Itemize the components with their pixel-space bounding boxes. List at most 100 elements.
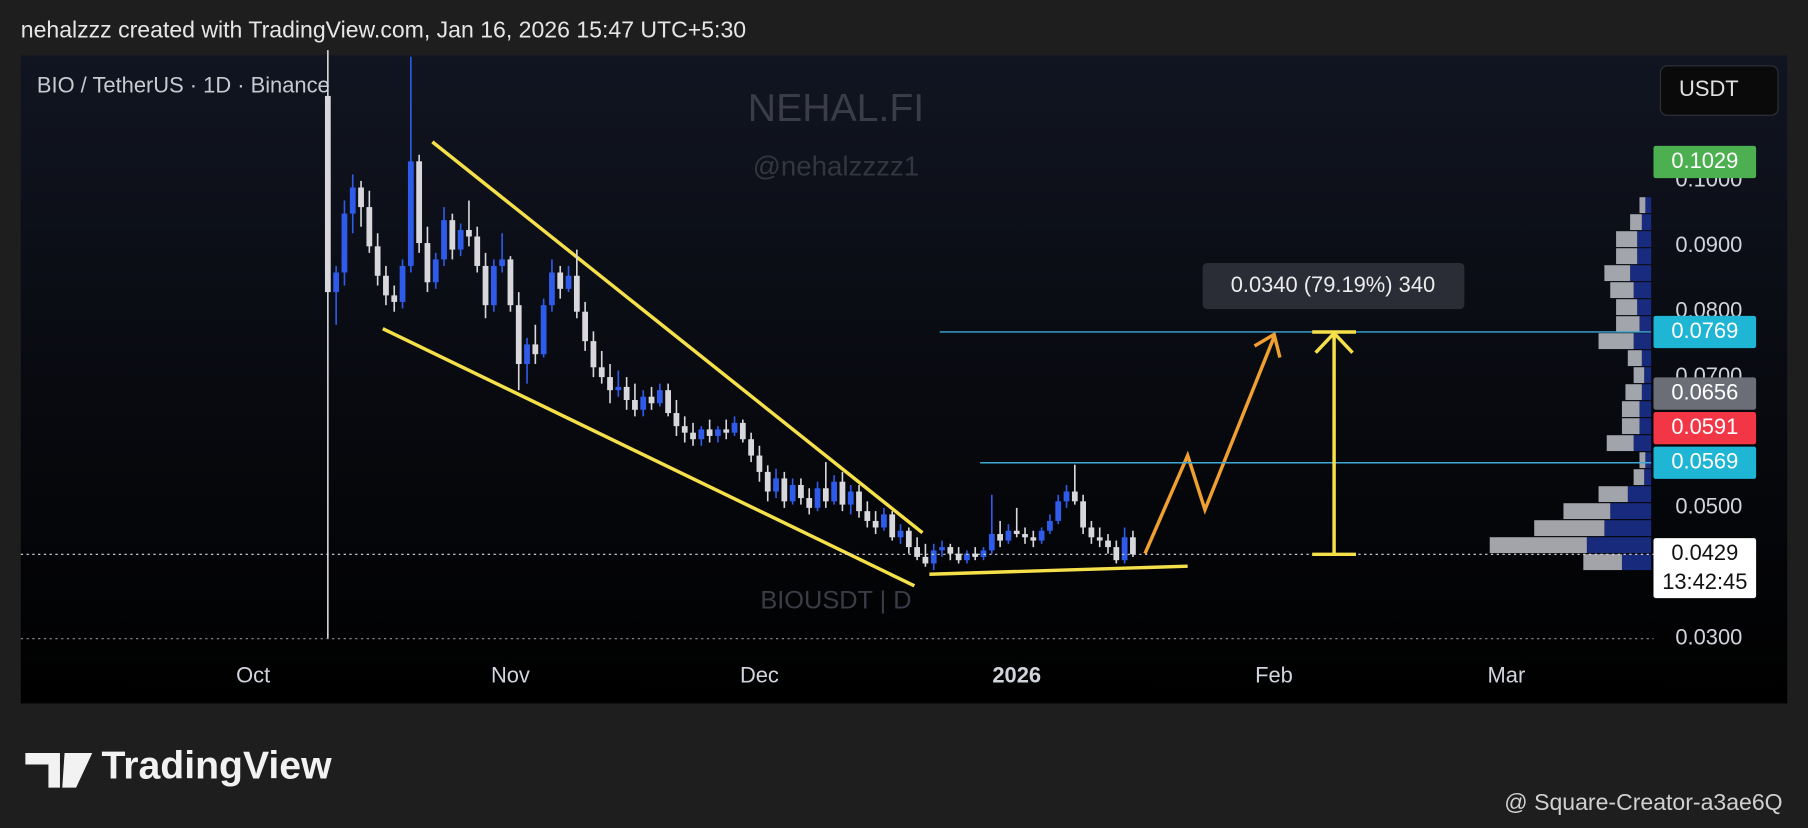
candle-body: [640, 396, 647, 410]
candle-body: [507, 259, 514, 306]
candle-body: [739, 422, 746, 440]
candle-body: [449, 220, 456, 250]
trendline: [431, 140, 924, 535]
profile-up: [1637, 231, 1652, 248]
footer: TradingView @ Square-Creator-a3ae6Q: [25, 744, 1783, 815]
candle-body: [374, 246, 381, 276]
price-label: 0.0569: [1671, 449, 1738, 474]
currency-button[interactable]: [1659, 65, 1779, 116]
candle-body: [474, 236, 481, 266]
profile-up: [1641, 384, 1652, 401]
price-label: 0.0591: [1671, 414, 1738, 439]
countdown: 13:42:45: [1662, 569, 1747, 594]
y-tick-label: 0.0500: [1675, 494, 1742, 519]
candle-body: [466, 229, 472, 237]
candle-body: [922, 556, 929, 564]
profile-down: [1616, 299, 1638, 316]
candle-body: [424, 243, 431, 283]
candle-body: [914, 547, 921, 557]
candle-body: [972, 553, 979, 557]
candle-body: [607, 377, 613, 391]
price-label-box: [1653, 446, 1757, 479]
candle-body: [573, 275, 580, 312]
candle-body: [764, 471, 771, 492]
candle-body: [407, 161, 414, 266]
watermark: @nehalzzzz1: [753, 151, 919, 182]
profile-up: [1610, 503, 1652, 520]
candle-body: [715, 429, 721, 436]
x-tick-label: Oct: [236, 663, 270, 688]
profile-down: [1604, 265, 1631, 282]
candle-body: [648, 396, 655, 404]
profile-up: [1639, 316, 1652, 333]
candle-body: [416, 161, 423, 244]
credit: @ Square-Creator-a3ae6Q: [1504, 789, 1782, 815]
candle-body: [847, 491, 854, 505]
candle-body: [432, 259, 439, 283]
candle-body: [1130, 537, 1136, 555]
profile-down: [1583, 554, 1622, 571]
candle-body: [383, 275, 389, 296]
candle-body: [955, 553, 962, 561]
profile-up: [1637, 299, 1652, 316]
logo-text: TradingView: [101, 744, 332, 787]
candle-body: [399, 265, 406, 302]
profile-down: [1621, 401, 1640, 418]
measure-label-box: [1202, 262, 1465, 310]
candle-body: [349, 187, 356, 214]
candle-body: [598, 367, 605, 378]
profile-up: [1644, 367, 1652, 384]
candle-body: [540, 305, 547, 355]
candle-body: [1071, 491, 1078, 502]
price-label: 0.0769: [1671, 318, 1738, 343]
candle-body: [623, 386, 630, 400]
candle-body: [748, 439, 755, 456]
profile-down: [1616, 316, 1640, 333]
price-label-box: [1653, 412, 1757, 445]
profile-up: [1644, 469, 1652, 486]
candle-body: [1030, 537, 1037, 541]
measure-label: 0.0340 (79.19%) 340: [1231, 272, 1435, 297]
price-label: 0.0429: [1671, 540, 1738, 565]
candle-body: [831, 481, 838, 502]
header: nehalzzz created with TradingView.com, J…: [21, 16, 746, 42]
candle-body: [1105, 540, 1111, 548]
trendline: [382, 327, 916, 588]
candle-body: [557, 272, 564, 289]
watermark: NEHAL.FI: [748, 87, 924, 130]
profile-up: [1641, 214, 1652, 231]
profile-down: [1616, 248, 1638, 265]
candle-body: [532, 344, 539, 355]
projection-path: [1143, 336, 1276, 555]
candle-body: [789, 484, 796, 502]
candle-body: [1121, 537, 1128, 561]
candle-body: [1088, 527, 1095, 538]
candle-body: [490, 265, 497, 306]
chart-area: [20, 55, 1788, 704]
x-tick-label: Feb: [1255, 663, 1293, 688]
profile-up: [1645, 197, 1652, 214]
candle-body: [441, 220, 447, 260]
candle-body: [549, 272, 555, 306]
x-tick-label: Nov: [491, 663, 530, 688]
candle-body: [939, 547, 945, 551]
profile-down: [1639, 452, 1646, 469]
candle-body: [391, 295, 398, 302]
profile-down: [1625, 384, 1642, 401]
price-label-box: [1653, 538, 1757, 599]
candle-body: [1005, 530, 1012, 541]
x-tick-label: 2026: [992, 663, 1041, 688]
candle-body: [632, 399, 638, 410]
candle-body: [457, 229, 464, 250]
candle-body: [690, 432, 696, 440]
candle-body: [881, 514, 887, 528]
currency[interactable]: USDT: [1679, 76, 1739, 101]
candle-body: [482, 265, 489, 306]
candle-body: [889, 514, 896, 538]
symbol-title: BIO / TetherUS · 1D · Binance: [37, 72, 330, 97]
candle-body: [1038, 530, 1045, 541]
logo-icon: [25, 753, 93, 788]
candle-body: [872, 520, 879, 528]
price-label: 0.1029: [1671, 148, 1738, 173]
candle-body: [1113, 547, 1120, 561]
